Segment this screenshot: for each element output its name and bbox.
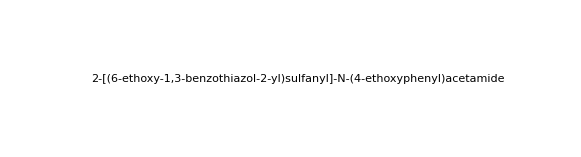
Text: 2-[(6-ethoxy-1,3-benzothiazol-2-yl)sulfanyl]-N-(4-ethoxyphenyl)acetamide: 2-[(6-ethoxy-1,3-benzothiazol-2-yl)sulfa… <box>91 74 504 84</box>
